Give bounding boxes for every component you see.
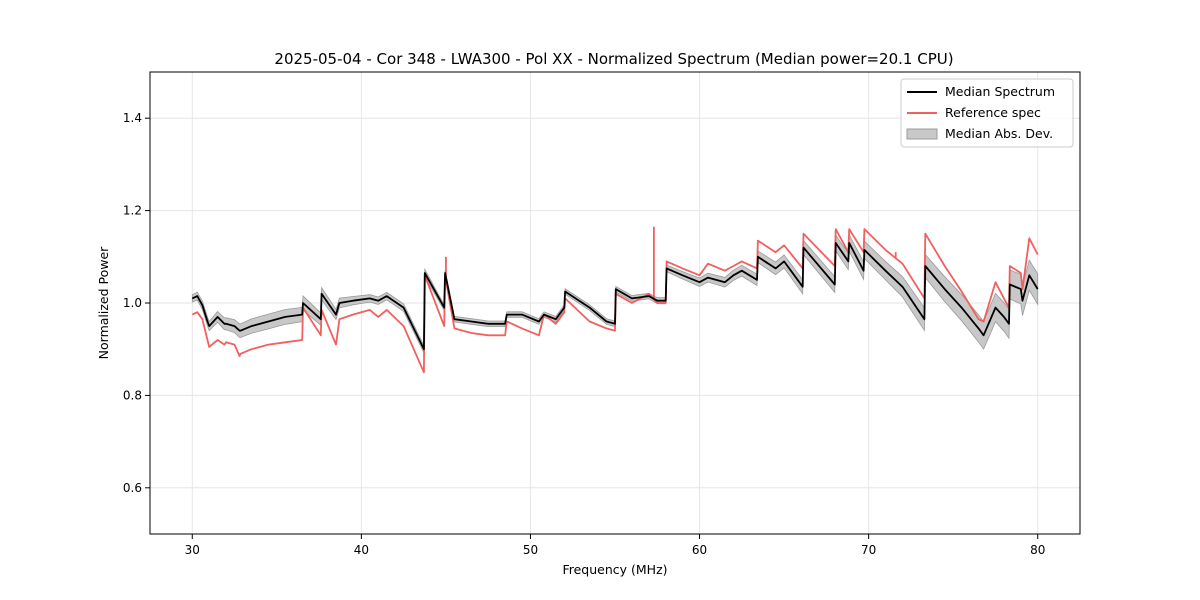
legend-mad-swatch (906, 128, 938, 140)
legend-box (900, 78, 1074, 148)
x-tick-label: 40 (354, 543, 369, 557)
x-tick-label: 30 (185, 543, 200, 557)
y-tick-label: 1.4 (123, 111, 142, 125)
reference-spectrum-line (191, 228, 1039, 374)
y-tick-label: 1.0 (123, 296, 142, 310)
ticks: 30 40 50 60 70 80 0.6 0.8 1.0 1.2 1.4 (123, 111, 1045, 557)
legend: Median Spectrum Reference spec Median Ab… (900, 78, 1074, 148)
y-tick-label: 1.2 (123, 204, 142, 218)
chart-title: 2025-05-04 - Cor 348 - LWA300 - Pol XX -… (274, 50, 953, 68)
x-tick-label: 60 (692, 543, 707, 557)
legend-reference-label: Reference spec (945, 105, 1041, 120)
x-tick-label: 80 (1030, 543, 1045, 557)
legend-mad-label: Median Abs. Dev. (945, 126, 1053, 141)
legend-median-label: Median Spectrum (945, 84, 1055, 99)
y-tick-label: 0.6 (123, 481, 142, 495)
x-axis-label: Frequency (MHz) (562, 562, 667, 577)
x-tick-label: 70 (861, 543, 876, 557)
y-tick-label: 0.8 (123, 388, 142, 402)
median-spectrum-line (191, 241, 1039, 351)
x-tick-label: 50 (523, 543, 538, 557)
series-layer (191, 226, 1039, 374)
y-axis-label: Normalized Power (96, 246, 111, 360)
